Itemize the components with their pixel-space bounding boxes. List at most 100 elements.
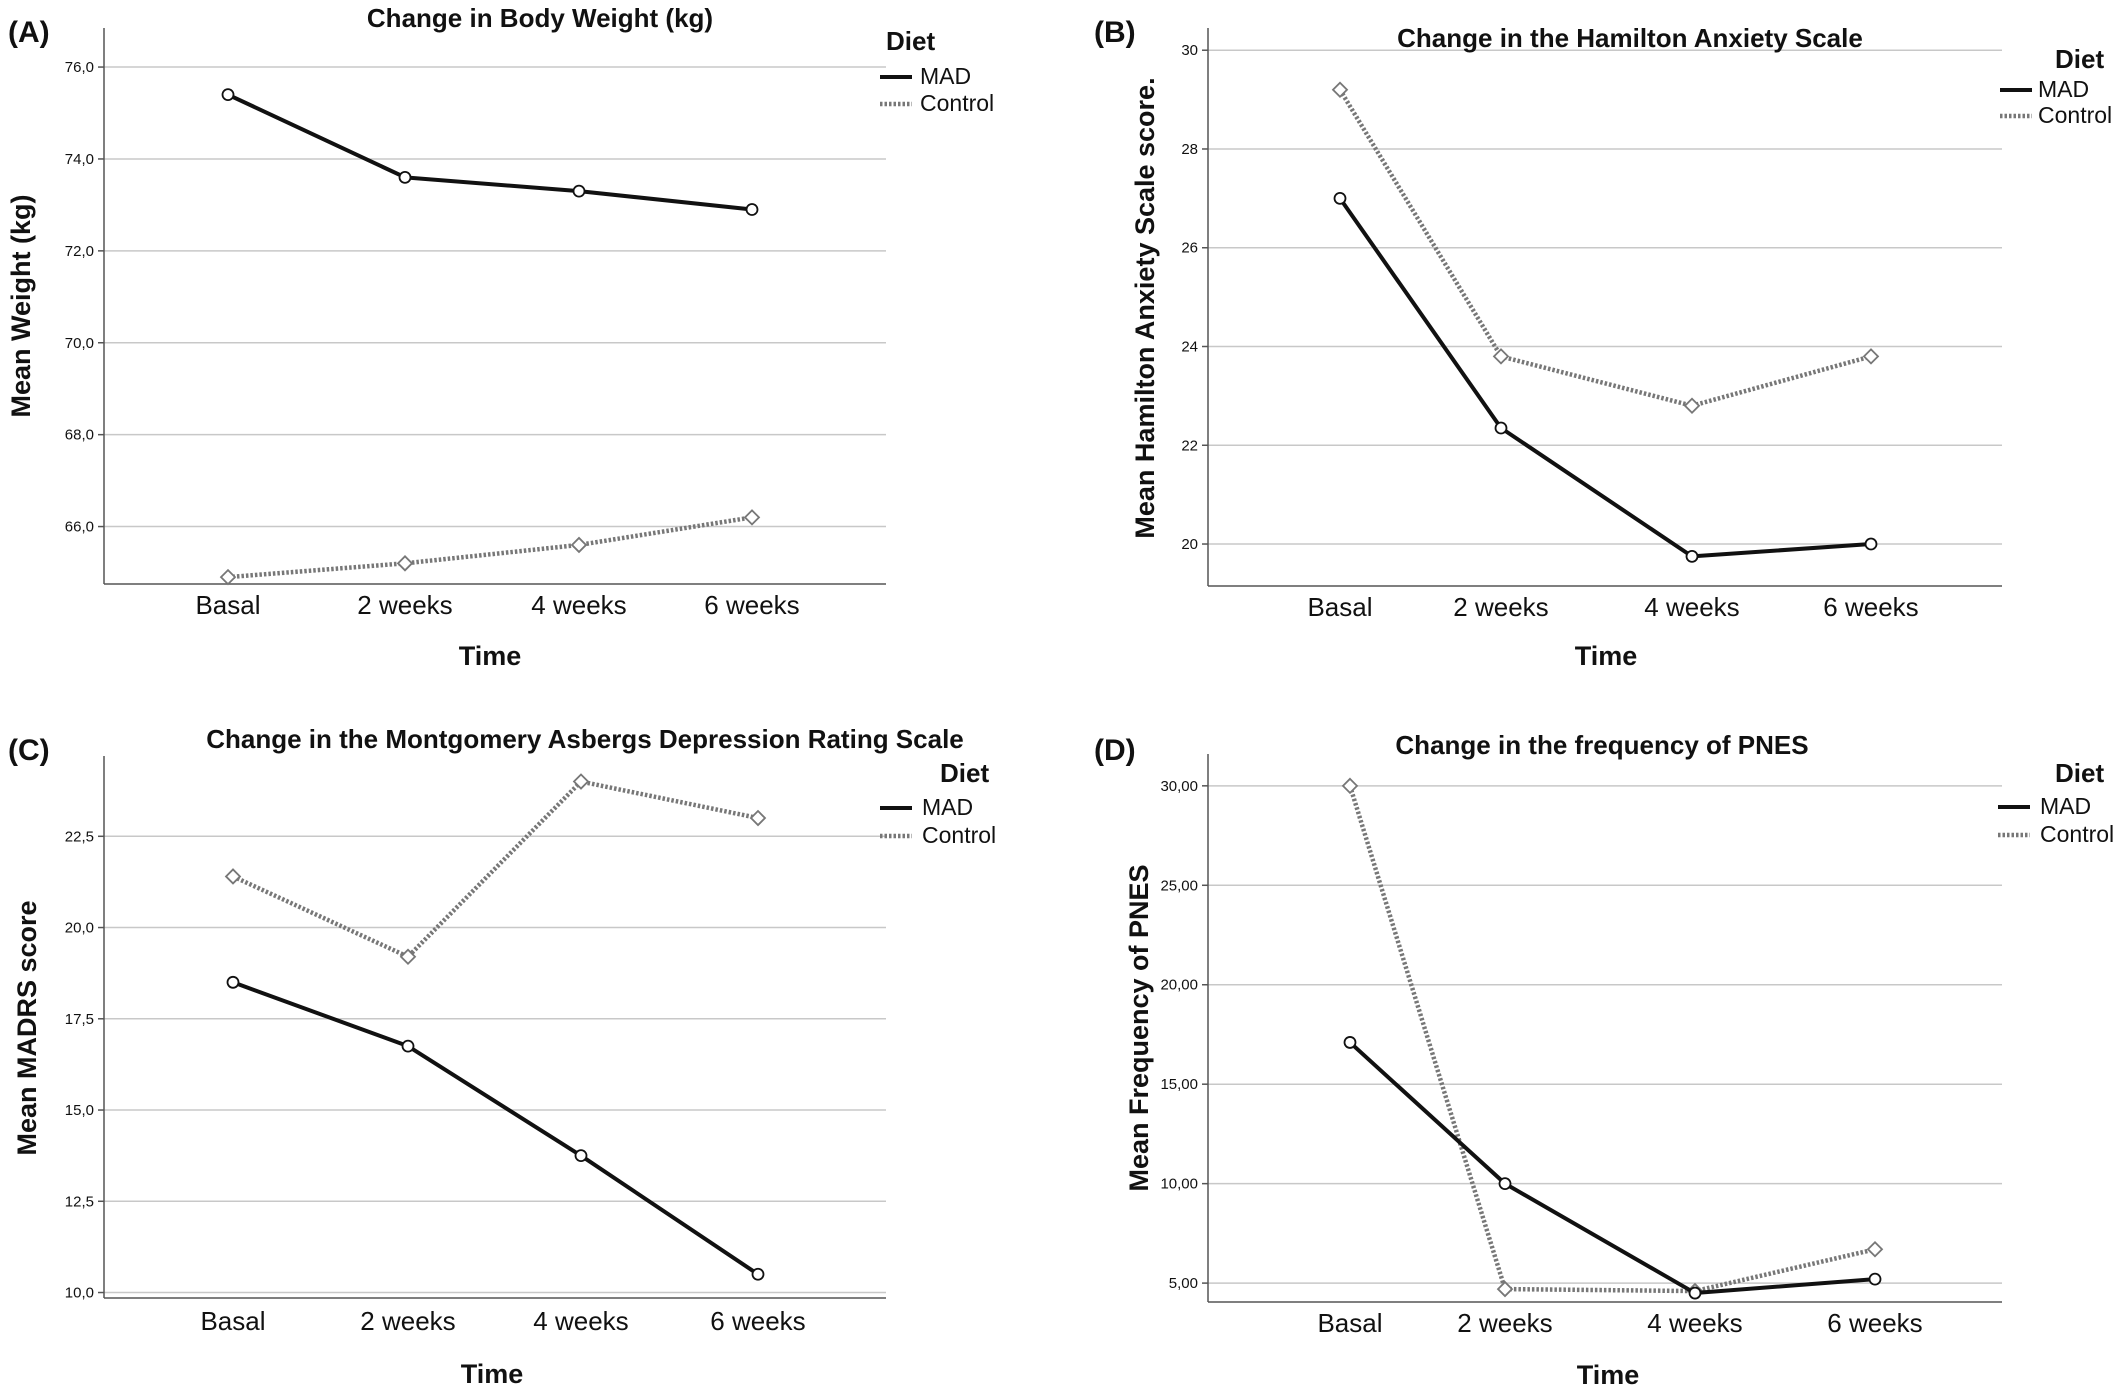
panel-c-ytick-label-5: 22,5 xyxy=(65,828,94,845)
panel-d-xtick-label-3: 6 weeks xyxy=(1827,1308,1922,1338)
panel-d-series-control-line xyxy=(1347,785,1876,1294)
panel-a-legend-title: Diet xyxy=(886,26,935,56)
panel-c-series-mad-point-0 xyxy=(226,975,240,989)
panel-c-series-control-point-3 xyxy=(749,809,767,827)
panel-a-ytick-label-2: 70,0 xyxy=(65,335,94,352)
panel-b-xtick-label-1: 2 weeks xyxy=(1453,592,1548,622)
panel-a-series-control-point-0 xyxy=(219,568,237,586)
panel-b-ytick-label-5: 30 xyxy=(1181,42,1198,59)
panel-c-ytick-label-2: 15,0 xyxy=(65,1102,94,1119)
panel-a-xtick-label-3: 6 weeks xyxy=(704,590,799,620)
panel-b-series-control-point-1 xyxy=(1492,348,1510,365)
panel-a-series-mad-line xyxy=(227,92,753,212)
panel-b-ytick-label-2: 24 xyxy=(1181,339,1198,356)
panel-d-y-axis-label: Mean Frequency of PNES xyxy=(1124,864,1154,1191)
panel-a-title: Change in Body Weight (kg) xyxy=(367,3,713,33)
panel-b-xtick-label-2: 4 weeks xyxy=(1644,592,1739,622)
panel-a-x-axis-label: Time xyxy=(459,641,522,671)
panel-b-series-control-point-0 xyxy=(1331,81,1349,98)
panel-b-ytick-label-1: 22 xyxy=(1181,437,1198,454)
panel-a-series-mad-point-1 xyxy=(398,170,412,184)
panel-d-letter: (D) xyxy=(1094,734,1136,767)
panel-d-ytick-label-0: 5,00 xyxy=(1169,1275,1198,1292)
panel-b-x-axis-label: Time xyxy=(1575,641,1638,671)
panel-b-series-mad-point-1 xyxy=(1494,421,1508,435)
panel-d-series-control-point-3 xyxy=(1866,1241,1884,1258)
panel-a-ytick-label-0: 66,0 xyxy=(65,519,94,536)
panel-c-legend-mad-label: MAD xyxy=(922,794,973,820)
panel-d-legend-control-label: Control xyxy=(2040,821,2114,847)
panel-d-series-mad-point-1 xyxy=(1498,1177,1512,1191)
panel-b-y-axis-label: Mean Hamilton Anxiety Scale score. xyxy=(1130,77,1160,538)
panel-d-xtick-label-1: 2 weeks xyxy=(1457,1308,1552,1338)
panel-d-ytick-label-1: 10,00 xyxy=(1160,1176,1198,1193)
panel-c-xtick-label-0: Basal xyxy=(200,1306,265,1336)
panel-a-ytick-label-4: 74,0 xyxy=(65,151,94,168)
panel-a-letter: (A) xyxy=(8,16,50,49)
panel-c-ytick-label-4: 20,0 xyxy=(65,920,94,937)
panel-b-xtick-label-0: Basal xyxy=(1307,592,1372,622)
panel-c-ytick-label-0: 10,0 xyxy=(65,1285,94,1302)
panel-a-ytick-label-5: 76,0 xyxy=(65,59,94,76)
panel-b-xtick-label-3: 6 weeks xyxy=(1823,592,1918,622)
panel-a-xtick-label-1: 2 weeks xyxy=(357,590,452,620)
panel-c-title: Change in the Montgomery Asbergs Depress… xyxy=(206,724,964,754)
panel-c-letter: (C) xyxy=(8,734,50,767)
panel-c-ytick-label-1: 12,5 xyxy=(65,1193,94,1210)
panel-d-legend-title: Diet xyxy=(2055,758,2104,788)
panel-b-series-mad-point-2 xyxy=(1685,549,1699,563)
panel-b-title: Change in the Hamilton Anxiety Scale xyxy=(1397,23,1863,53)
panel-a-y-axis-label: Mean Weight (kg) xyxy=(6,194,36,417)
panel-c-y-axis-label: Mean MADRS score xyxy=(12,900,42,1155)
panel-b-letter: (B) xyxy=(1094,16,1136,49)
panel-d-x-axis-label: Time xyxy=(1577,1360,1640,1389)
panel-d-title: Change in the frequency of PNES xyxy=(1395,730,1808,760)
panel-a-xtick-label-2: 4 weeks xyxy=(531,590,626,620)
panel-a-series-control-point-2 xyxy=(570,536,588,554)
panel-a-legend-mad-label: MAD xyxy=(920,63,971,89)
panel-b-series-control-line xyxy=(1338,88,1872,409)
panel-d-series-mad-point-2 xyxy=(1688,1286,1702,1300)
panel-d-series-control-point-0 xyxy=(1341,777,1359,795)
panel-b-series-mad-point-0 xyxy=(1333,191,1347,205)
panel-a-series-control-point-1 xyxy=(396,555,414,572)
panel-c-series-mad-point-1 xyxy=(401,1039,415,1053)
panel-c-legend-control-label: Control xyxy=(922,822,996,848)
panel-c-xtick-label-1: 2 weeks xyxy=(360,1306,455,1336)
panel-a-xtick-label-0: Basal xyxy=(195,590,260,620)
panel-b-series-mad-line xyxy=(1338,197,1872,559)
panel-b-series-control-point-2 xyxy=(1683,397,1701,415)
panel-d-xtick-label-0: Basal xyxy=(1317,1308,1382,1338)
panel-a-series-mad-point-2 xyxy=(572,184,586,198)
panel-d-ytick-label-3: 20,00 xyxy=(1160,977,1198,994)
panel-b-legend-title: Diet xyxy=(2055,44,2104,74)
panel-a-ytick-label-1: 68,0 xyxy=(65,427,94,444)
panel-a-ytick-label-3: 72,0 xyxy=(65,243,94,260)
panel-b-series-control-point-3 xyxy=(1862,348,1880,365)
panel-b-legend-control-label: Control xyxy=(2038,102,2112,128)
panel-b-ytick-label-3: 26 xyxy=(1181,240,1198,257)
panel-c-ytick-label-3: 17,5 xyxy=(65,1011,94,1028)
panel-c-xtick-label-2: 4 weeks xyxy=(533,1306,628,1336)
panel-b-ytick-label-0: 20 xyxy=(1181,536,1198,553)
panel-a-series-control-point-3 xyxy=(743,509,761,526)
panel-a-legend-control-label: Control xyxy=(920,90,994,116)
panel-c-legend-title: Diet xyxy=(940,758,989,788)
panel-a-series-mad-point-3 xyxy=(745,203,759,216)
panel-d-series-control-point-1 xyxy=(1496,1280,1514,1298)
panel-d-ytick-label-2: 15,00 xyxy=(1160,1076,1198,1093)
panel-d-series-mad-point-0 xyxy=(1343,1036,1357,1049)
panel-d-ytick-label-5: 30,00 xyxy=(1160,778,1198,795)
panel-a-series-mad-point-0 xyxy=(221,88,235,102)
panel-c-series-control-point-0 xyxy=(224,868,242,885)
panel-d-legend-mad-label: MAD xyxy=(2040,793,2091,819)
panel-c-series-mad-line xyxy=(232,980,760,1276)
panel-d-series-mad-line xyxy=(1348,1040,1876,1296)
panel-c-xtick-label-3: 6 weeks xyxy=(710,1306,805,1336)
panel-d-ytick-label-4: 25,00 xyxy=(1160,877,1198,894)
panel-c-series-mad-point-2 xyxy=(574,1149,588,1163)
panel-d-series-mad-point-3 xyxy=(1868,1272,1882,1286)
panel-b-series-mad-point-3 xyxy=(1864,537,1878,551)
panel-c-x-axis-label: Time xyxy=(461,1359,524,1389)
